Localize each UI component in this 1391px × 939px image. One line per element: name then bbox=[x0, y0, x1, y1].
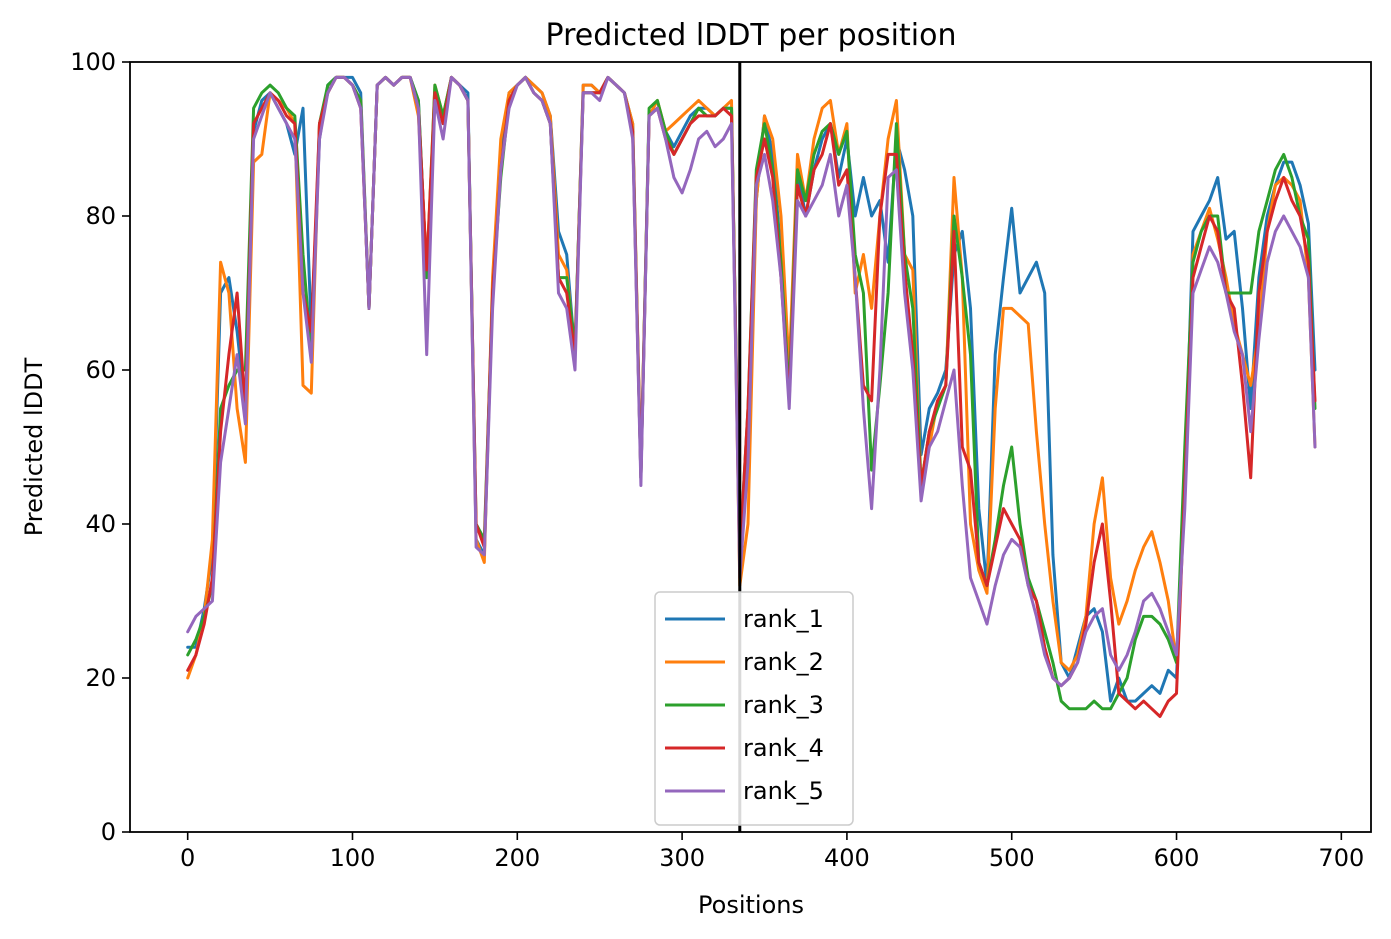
x-tick-label: 400 bbox=[824, 844, 870, 872]
series-lines bbox=[186, 75, 1317, 718]
x-tick-label: 100 bbox=[330, 844, 376, 872]
legend: rank_1 rank_2 rank_3 rank_4 rank_5 bbox=[654, 591, 854, 826]
y-tick-label: 60 bbox=[85, 356, 116, 384]
y-tick-label: 20 bbox=[85, 664, 116, 692]
x-tick-label: 300 bbox=[659, 844, 705, 872]
legend-label-rank_4: rank_4 bbox=[743, 734, 824, 762]
x-tick-label: 0 bbox=[180, 844, 195, 872]
y-tick-label: 100 bbox=[70, 48, 116, 76]
legend-label-rank_3: rank_3 bbox=[743, 691, 824, 719]
y-tick-label: 80 bbox=[85, 202, 116, 230]
x-axis-label: Positions bbox=[698, 891, 804, 919]
y-tick-label: 0 bbox=[101, 818, 116, 846]
legend-label-rank_5: rank_5 bbox=[743, 777, 824, 805]
series-line-rank_5 bbox=[186, 75, 1317, 688]
y-axis-label: Predicted lDDT bbox=[20, 357, 48, 536]
x-axis-ticks: 0 100 200 300 400 500 600 700 bbox=[180, 832, 1364, 872]
legend-label-rank_1: rank_1 bbox=[743, 605, 824, 633]
plot-frame bbox=[129, 61, 1372, 833]
y-tick-label: 40 bbox=[85, 510, 116, 538]
y-axis-ticks: 0 20 40 60 80 100 bbox=[70, 48, 130, 846]
legend-label-rank_2: rank_2 bbox=[743, 648, 824, 676]
x-tick-label: 500 bbox=[989, 844, 1035, 872]
chart-title: Predicted lDDT per position bbox=[546, 18, 957, 53]
x-tick-label: 200 bbox=[494, 844, 540, 872]
x-tick-label: 700 bbox=[1318, 844, 1364, 872]
legend-box bbox=[654, 591, 854, 826]
x-tick-label: 600 bbox=[1154, 844, 1200, 872]
